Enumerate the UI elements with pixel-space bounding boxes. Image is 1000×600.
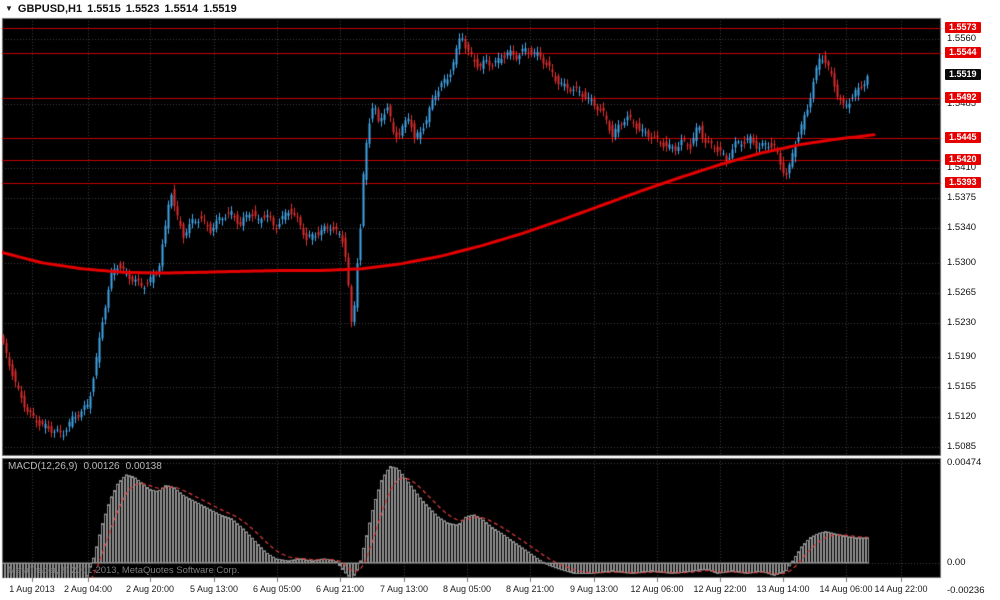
price-axis-tick: 1.5155 (947, 381, 977, 393)
price-axis-tick: 1.5340 (947, 222, 977, 234)
macd-signal-value: 0.00138 (125, 461, 162, 472)
macd-name: MACD(12,26,9) (8, 461, 78, 472)
chart-title: ▼ GBPUSD,H1 1.5515 1.5523 1.5514 1.5519 (5, 2, 237, 16)
level-price-label[interactable]: 1.5420 (945, 153, 981, 165)
time-axis-label: 5 Aug 13:00 (189, 584, 239, 594)
time-axis-label: 2 Aug 04:00 (63, 584, 113, 594)
metatrader-watermark: MetaTrader, © 2001-2013, MetaQuotes Soft… (8, 565, 240, 576)
chart-menu-icon[interactable]: ▼ (5, 4, 13, 13)
open-value: 1.5515 (87, 3, 121, 15)
time-axis-label: 6 Aug 21:00 (315, 584, 365, 594)
price-axis-tick: 1.5375 (947, 192, 977, 204)
time-axis-label: 8 Aug 05:00 (442, 584, 492, 594)
chart-symbol-period: GBPUSD,H1 (17, 3, 83, 15)
high-value: 1.5523 (125, 3, 160, 15)
price-axis-tick: 1.5190 (947, 351, 977, 363)
time-axis-label: 8 Aug 21:00 (505, 584, 555, 594)
level-price-label[interactable]: 1.5492 (945, 91, 981, 103)
time-axis-label: 1 Aug 2013 (9, 584, 55, 594)
macd-axis-tick: 0.00 (947, 557, 966, 568)
price-axis-tick: 1.5485 (947, 97, 977, 109)
price-axis-tick: 1.5120 (947, 411, 977, 423)
time-axis-label: 7 Aug 13:00 (379, 584, 429, 594)
level-price-label[interactable]: 1.5573 (945, 22, 981, 34)
level-price-label[interactable]: 1.5544 (945, 47, 981, 59)
current-price-label: 1.5519 (945, 68, 981, 80)
time-axis-label: 13 Aug 14:00 (756, 584, 810, 594)
price-axis-tick: 1.5230 (947, 316, 977, 328)
price-axis-tick: 1.5560 (947, 33, 977, 45)
time-axis-label: 9 Aug 13:00 (569, 584, 619, 594)
level-price-label[interactable]: 1.5393 (945, 176, 981, 188)
price-axis-tick: 1.5410 (947, 162, 977, 174)
price-axis-tick: 1.5085 (947, 441, 977, 453)
low-value: 1.5514 (164, 3, 199, 15)
macd-axis-tick: 0.00474 (947, 457, 982, 469)
time-axis-label: 14 Aug 22:00 (874, 584, 928, 594)
macd-axis-tick: -0.00236 (947, 585, 985, 596)
price-axis-tick: 1.5265 (947, 286, 977, 298)
time-axis-label: 2 Aug 20:00 (125, 584, 175, 594)
macd-indicator-label: MACD(12,26,9) 0.00126 0.00138 (8, 461, 162, 472)
time-axis-label: 14 Aug 06:00 (819, 584, 873, 594)
price-axis-tick: 1.5300 (947, 256, 977, 268)
time-axis-label: 12 Aug 22:00 (693, 584, 747, 594)
close-value: 1.5519 (203, 3, 237, 15)
time-axis-label: 12 Aug 06:00 (630, 584, 684, 594)
level-price-label[interactable]: 1.5445 (945, 132, 981, 144)
time-axis-label: 6 Aug 05:00 (252, 584, 302, 594)
macd-value: 0.00126 (83, 461, 120, 472)
